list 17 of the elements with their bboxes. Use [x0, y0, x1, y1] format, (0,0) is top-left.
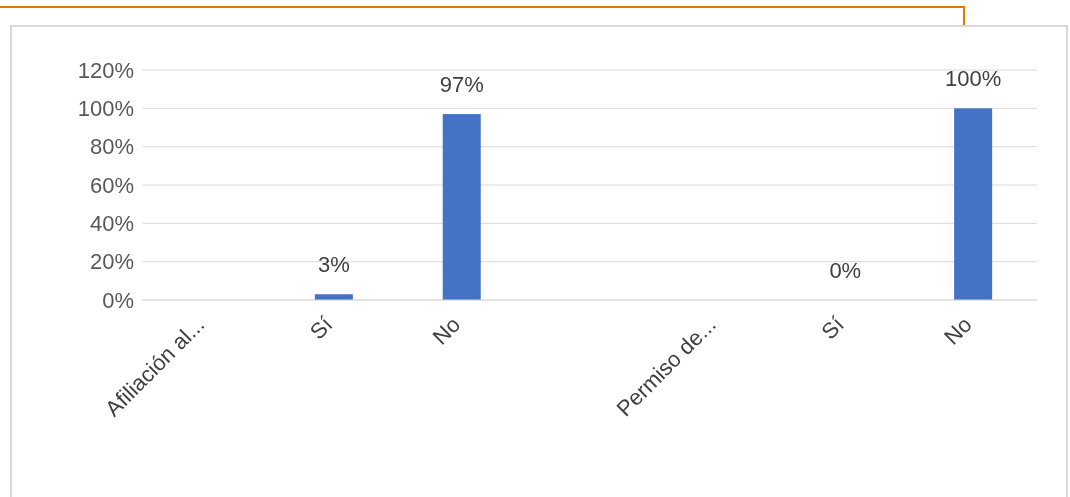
x-tick-label: Sí — [816, 311, 849, 345]
y-tick-label: 60% — [89, 172, 134, 198]
x-tick-label: No — [939, 311, 977, 350]
y-tick-label: 120% — [77, 57, 134, 83]
x-tick-label: No — [427, 311, 466, 350]
data-label: 0% — [829, 258, 862, 283]
data-label: 97% — [439, 72, 484, 98]
bar — [442, 114, 481, 300]
y-tick-label: 20% — [89, 249, 134, 275]
bar — [954, 108, 993, 300]
y-tick-label: 40% — [89, 211, 134, 237]
data-label: 100% — [945, 66, 1002, 92]
x-tick-label: Sí — [304, 311, 338, 345]
data-label: 3% — [317, 252, 350, 278]
y-tick-label: 0% — [102, 287, 134, 313]
y-tick-label: 80% — [89, 134, 134, 160]
y-tick-label: 100% — [77, 96, 134, 122]
